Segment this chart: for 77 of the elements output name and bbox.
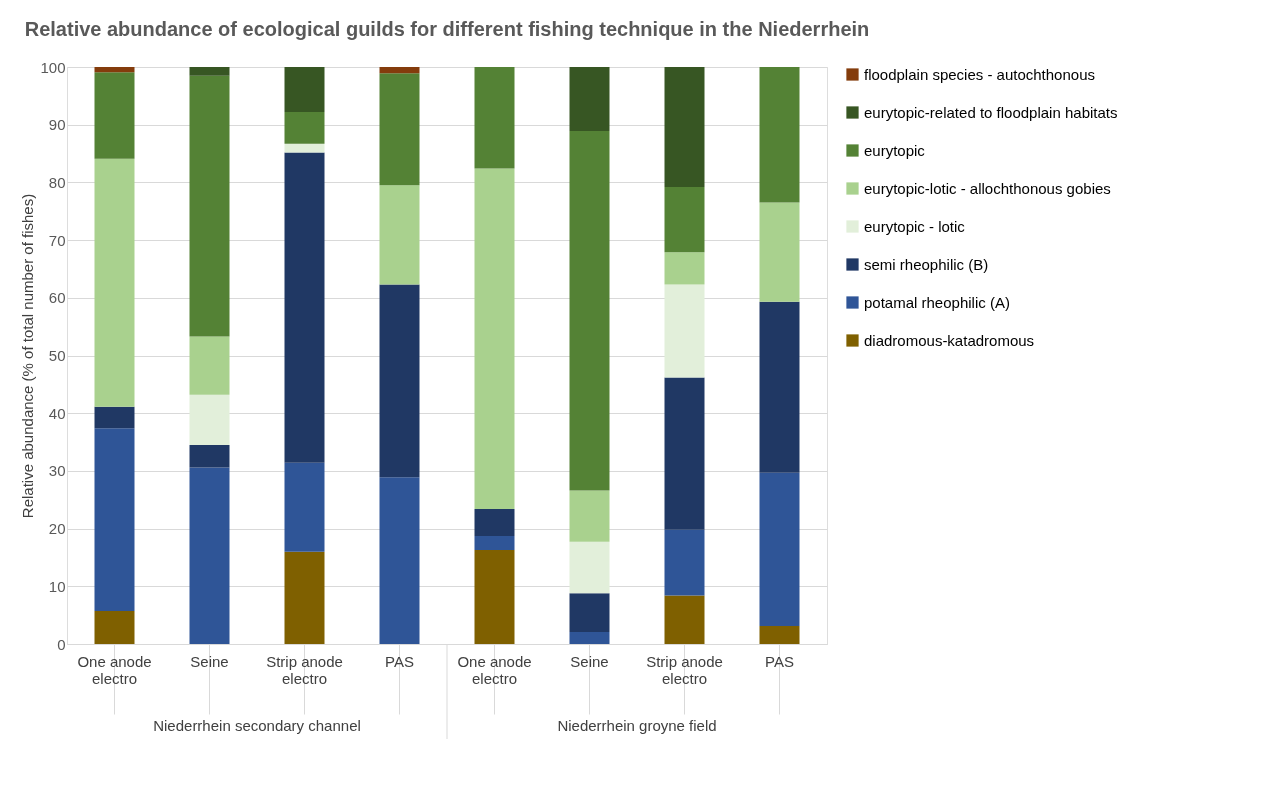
bar bbox=[284, 67, 325, 113]
x-tick-label: Seine bbox=[570, 652, 609, 670]
bar bbox=[664, 377, 705, 530]
y-tick-label: 30 bbox=[48, 462, 66, 480]
x-tick-label: PAS bbox=[765, 652, 794, 670]
bar bbox=[759, 202, 800, 302]
bar bbox=[474, 536, 515, 550]
legend-label: diadromous-katadromous bbox=[864, 331, 1035, 349]
bar bbox=[569, 131, 610, 491]
y-tick-label: 90 bbox=[48, 116, 66, 134]
legend-label: eurytopic - lotic bbox=[864, 217, 966, 235]
x-tick-label: Seine bbox=[190, 652, 229, 670]
bar bbox=[94, 428, 135, 612]
y-tick-label: 60 bbox=[48, 289, 66, 307]
bar bbox=[379, 67, 420, 74]
bar bbox=[284, 152, 325, 463]
bar bbox=[664, 252, 705, 285]
y-tick-label: 50 bbox=[48, 347, 66, 364]
bar bbox=[759, 626, 800, 644]
bar bbox=[474, 508, 515, 537]
chart-title: Relative abundance of ecological guilds for different fishing technique in the Niederrhein bbox=[24, 18, 870, 40]
x-tick-label: One anode electro bbox=[457, 652, 532, 687]
bar bbox=[379, 185, 420, 285]
bar bbox=[284, 551, 325, 644]
legend-label: potamal rheophilic (A) bbox=[864, 293, 1010, 311]
legend-label: semi rheophilic (B) bbox=[864, 255, 989, 273]
y-tick-label: 0 bbox=[57, 635, 66, 653]
bar bbox=[94, 72, 135, 159]
x-tick-label: Strip anode electro bbox=[266, 652, 343, 687]
bar bbox=[664, 67, 705, 188]
y-tick-label: 20 bbox=[48, 520, 66, 538]
legend-label: floodplain species - autochthonous bbox=[864, 65, 1095, 83]
legend-label: eurytopic-lotic - allochthonous gobies bbox=[864, 179, 1111, 197]
bar bbox=[379, 477, 420, 644]
legend-label: eurytopic-related to floodplain habitats bbox=[864, 103, 1118, 121]
bar bbox=[664, 529, 705, 596]
x-tick-label: PAS bbox=[385, 652, 414, 670]
bar bbox=[284, 112, 325, 144]
bar bbox=[474, 67, 515, 169]
bar bbox=[569, 593, 610, 632]
bar bbox=[189, 444, 230, 468]
bar bbox=[189, 75, 230, 337]
y-tick-label: 70 bbox=[48, 231, 66, 249]
bar bbox=[284, 462, 325, 552]
y-tick-label: 40 bbox=[48, 404, 66, 422]
bar bbox=[569, 67, 610, 132]
bar bbox=[759, 67, 800, 203]
bar bbox=[664, 284, 705, 378]
x-tick-label: Strip anode electro bbox=[646, 652, 723, 687]
bar bbox=[379, 73, 420, 186]
bar bbox=[664, 595, 705, 644]
bar bbox=[189, 67, 230, 76]
text: Niederrhein groyne field bbox=[557, 717, 717, 734]
bar bbox=[379, 284, 420, 478]
bar bbox=[94, 67, 135, 73]
legend-label: eurytopic bbox=[864, 141, 926, 159]
x-tick-label: One anode electro bbox=[77, 652, 152, 687]
bar bbox=[569, 631, 610, 644]
y-axis-title: Relative abundance (% of total number of fishes) bbox=[19, 193, 37, 519]
bar bbox=[284, 143, 325, 153]
y-tick-label: 10 bbox=[48, 577, 66, 595]
bar bbox=[759, 472, 800, 627]
bar bbox=[94, 158, 135, 407]
bar bbox=[94, 611, 135, 644]
bar bbox=[189, 467, 230, 644]
bar bbox=[189, 336, 230, 395]
text: Niederrhein secondary channel bbox=[153, 717, 361, 734]
bar bbox=[569, 490, 610, 542]
bar bbox=[569, 541, 610, 594]
bar bbox=[759, 301, 800, 473]
bar bbox=[664, 187, 705, 253]
bar bbox=[94, 406, 135, 429]
bar bbox=[474, 168, 515, 509]
y-tick-label: 80 bbox=[48, 173, 66, 191]
bar bbox=[474, 549, 515, 644]
y-tick-label: 100 bbox=[40, 58, 66, 76]
bar bbox=[189, 394, 230, 445]
